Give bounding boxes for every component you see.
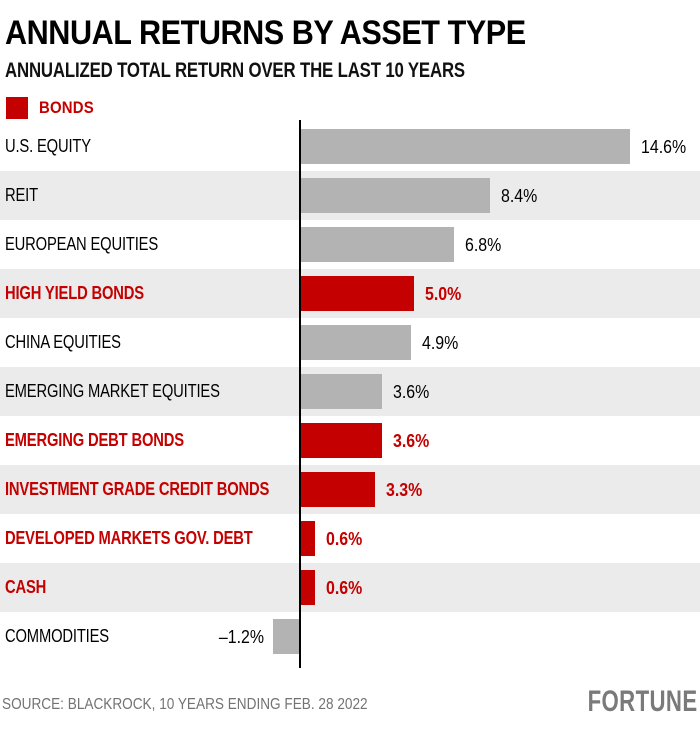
bond-bar: [301, 472, 375, 507]
bond-bar: [301, 423, 382, 458]
value-label: 4.9%: [422, 332, 459, 353]
bar: [301, 129, 630, 164]
value-label: 5.0%: [425, 283, 462, 304]
bar: [301, 325, 411, 360]
value-label: 8.4%: [501, 185, 538, 206]
bar: [301, 374, 382, 409]
chart-row: DEVELOPED MARKETS GOV. DEBT 0.6%: [0, 514, 700, 563]
value-label: –1.2%: [218, 626, 264, 647]
chart-row: CHINA EQUITIES 4.9%: [0, 318, 700, 367]
category-label: COMMODITIES: [5, 626, 109, 646]
legend: BONDS: [6, 96, 101, 119]
zero-axis-line: [299, 120, 301, 668]
bonds-legend-swatch: [6, 96, 28, 119]
bond-bar: [301, 521, 315, 556]
chart-row: COMMODITIES –1.2%: [0, 612, 700, 661]
bar-chart: U.S. EQUITY 14.6% REIT 8.4% EUROPEAN EQUITIE…: [0, 120, 700, 668]
chart-row: EUROPEAN EQUITIES 6.8%: [0, 220, 700, 269]
value-label: 0.6%: [326, 528, 363, 549]
bar: [301, 227, 454, 262]
category-label: INVESTMENT GRADE CREDIT BONDS: [5, 479, 270, 499]
chart-row: U.S. EQUITY 14.6%: [0, 122, 700, 171]
chart-row: HIGH YIELD BONDS 5.0%: [0, 269, 700, 318]
category-label: HIGH YIELD BONDS: [5, 283, 144, 303]
source-note: SOURCE: BLACKROCK, 10 YEARS ENDING FEB. …: [2, 696, 368, 713]
value-label: 14.6%: [641, 136, 687, 157]
category-label: DEVELOPED MARKETS GOV. DEBT: [5, 528, 253, 548]
category-label: EUROPEAN EQUITIES: [5, 234, 159, 254]
value-label: 3.3%: [386, 479, 423, 500]
category-label: REIT: [5, 185, 38, 205]
chart-row: EMERGING MARKET EQUITIES 3.6%: [0, 367, 700, 416]
value-label: 3.6%: [393, 381, 430, 402]
chart-row: CASH 0.6%: [0, 563, 700, 612]
chart-rows: U.S. EQUITY 14.6% REIT 8.4% EUROPEAN EQUITIE…: [0, 122, 700, 661]
fortune-logo: FORTUNE: [587, 685, 697, 718]
page-subtitle: ANNUALIZED TOTAL RETURN OVER THE LAST 10…: [5, 59, 465, 82]
chart-row: EMERGING DEBT BONDS 3.6%: [0, 416, 700, 465]
value-label: 6.8%: [465, 234, 502, 255]
value-label: 0.6%: [326, 577, 363, 598]
page-title: ANNUAL RETURNS BY ASSET TYPE: [5, 14, 526, 52]
bond-bar: [301, 570, 315, 605]
chart-row: INVESTMENT GRADE CREDIT BONDS 3.3%: [0, 465, 700, 514]
category-label: CASH: [5, 577, 47, 597]
bar: [273, 619, 300, 654]
category-label: EMERGING MARKET EQUITIES: [5, 381, 220, 401]
bar: [301, 178, 490, 213]
chart-row: REIT 8.4%: [0, 171, 700, 220]
category-label: CHINA EQUITIES: [5, 332, 121, 352]
bonds-legend-label: BONDS: [39, 97, 94, 117]
bond-bar: [301, 276, 414, 311]
value-label: 3.6%: [393, 430, 430, 451]
category-label: U.S. EQUITY: [5, 136, 91, 156]
category-label: EMERGING DEBT BONDS: [5, 430, 184, 450]
